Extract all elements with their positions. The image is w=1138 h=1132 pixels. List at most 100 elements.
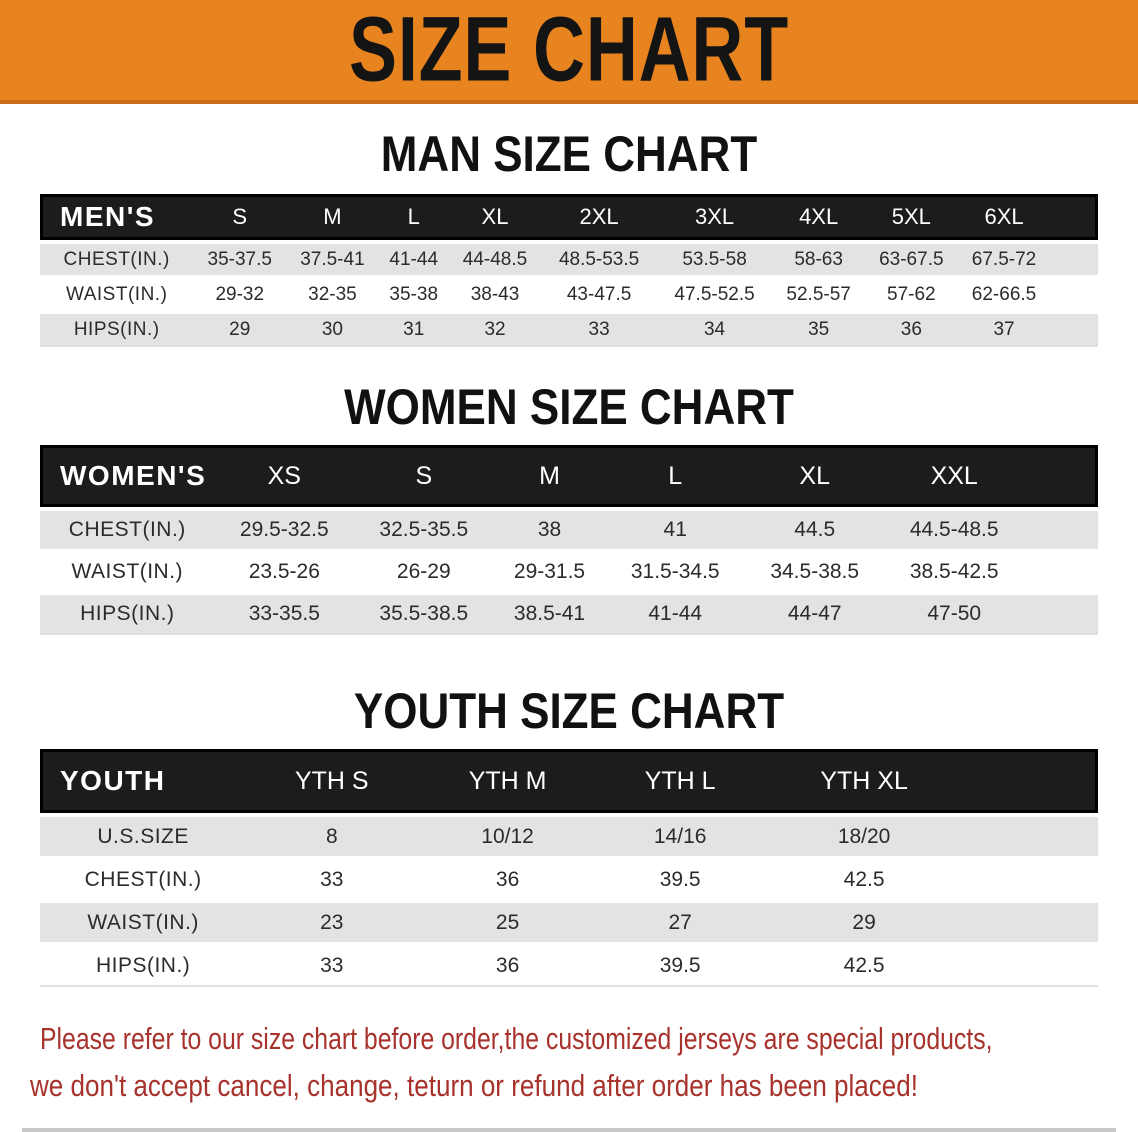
disclaimer-line-2: we don't accept cancel, change, teturn o… [30, 1068, 919, 1103]
size-value: 44.5 [744, 511, 885, 549]
size-value: 29-31.5 [493, 553, 606, 591]
column-header: XL [744, 445, 885, 507]
row-label: HIPS(IN.) [40, 946, 247, 985]
column-header: XXL [884, 445, 1024, 507]
size-value: 33 [246, 946, 418, 985]
size-value: 42.5 [762, 860, 966, 899]
women-size-table: WOMEN'S XS S M L XL XXL CHEST(IN.) 29.5-32.5 32.… [40, 441, 1098, 637]
row-spacer [1023, 595, 1098, 633]
size-value: 35-37.5 [193, 244, 287, 275]
size-value: 37.5-41 [286, 244, 379, 275]
size-value: 39.5 [597, 860, 763, 899]
size-value: 25 [417, 903, 598, 942]
table-corner-label: MEN'S [40, 194, 194, 240]
size-value: 10/12 [417, 817, 598, 856]
column-header: L [605, 445, 745, 507]
column-header: L [378, 194, 449, 240]
youth-size-table: YOUTH YTH S YTH M YTH L YTH XL U.S.SIZE 8 10/1… [40, 745, 1098, 989]
page-title: SIZE CHART [349, 0, 789, 102]
column-header: YTH S [246, 749, 418, 813]
table-row: U.S.SIZE 8 10/12 14/16 18/20 [40, 817, 1098, 856]
header-spacer [1023, 445, 1098, 507]
table-header-row: WOMEN'S XS S M L XL XXL [40, 445, 1098, 507]
row-label: CHEST(IN.) [40, 511, 215, 549]
size-value: 35 [772, 314, 865, 345]
size-value: 44-48.5 [448, 244, 542, 275]
row-label: WAIST(IN.) [40, 553, 215, 591]
women-size-section: WOMEN SIZE CHART WOMEN'S XS S M L XL XXL CHEST… [0, 379, 1138, 637]
column-header: YTH L [597, 749, 763, 813]
size-value: 31.5-34.5 [605, 553, 745, 591]
youth-size-section: YOUTH SIZE CHART YOUTH YTH S YTH M YTH L YTH… [0, 683, 1138, 989]
column-header: YTH XL [762, 749, 966, 813]
column-header: 5XL [864, 194, 958, 240]
row-spacer [965, 946, 1098, 985]
table-row: HIPS(IN.) 33 36 39.5 42.5 [40, 946, 1098, 985]
size-value: 34.5-38.5 [744, 553, 885, 591]
size-value: 41-44 [378, 244, 449, 275]
column-header: XS [214, 445, 355, 507]
column-header: 4XL [772, 194, 865, 240]
table-corner-label: YOUTH [40, 749, 247, 813]
size-value: 39.5 [597, 946, 763, 985]
table-row: CHEST(IN.) 29.5-32.5 32.5-35.5 38 41 44.5 44.5… [40, 511, 1098, 549]
table-row: WAIST(IN.) 29-32 32-35 35-38 38-43 43-47.5 47.… [40, 279, 1098, 310]
column-header: YTH M [417, 749, 598, 813]
size-value: 26-29 [354, 553, 494, 591]
disclaimer-line-1: Please refer to our size chart before or… [40, 1021, 993, 1056]
row-spacer [1023, 553, 1098, 591]
size-value: 33 [541, 314, 657, 345]
size-value: 36 [864, 314, 958, 345]
size-value: 58-63 [772, 244, 865, 275]
row-label: CHEST(IN.) [40, 244, 194, 275]
column-header: XL [448, 194, 542, 240]
column-header: S [354, 445, 494, 507]
size-value: 38.5-42.5 [884, 553, 1024, 591]
table-header-row: YOUTH YTH S YTH M YTH L YTH XL [40, 749, 1098, 813]
size-value: 29-32 [193, 279, 287, 310]
size-value: 23.5-26 [214, 553, 355, 591]
table-row: CHEST(IN.) 35-37.5 37.5-41 41-44 44-48.5 48.5… [40, 244, 1098, 275]
size-value: 14/16 [597, 817, 763, 856]
size-value: 31 [378, 314, 449, 345]
column-header: 6XL [957, 194, 1051, 240]
row-label: WAIST(IN.) [40, 279, 194, 310]
row-label: U.S.SIZE [40, 817, 247, 856]
youth-section-title: YOUTH SIZE CHART [353, 683, 785, 739]
size-value: 29.5-32.5 [214, 511, 355, 549]
size-value: 32.5-35.5 [354, 511, 494, 549]
size-value: 32 [448, 314, 542, 345]
size-value: 37 [957, 314, 1051, 345]
column-header: M [286, 194, 379, 240]
size-value: 47-50 [884, 595, 1024, 633]
size-value: 63-67.5 [864, 244, 958, 275]
row-label: HIPS(IN.) [40, 595, 215, 633]
size-value: 67.5-72 [957, 244, 1051, 275]
row-spacer [1050, 244, 1098, 275]
row-spacer [1050, 279, 1098, 310]
row-spacer [965, 817, 1098, 856]
row-spacer [1050, 314, 1098, 345]
size-value: 38.5-41 [493, 595, 606, 633]
column-header: 3XL [656, 194, 773, 240]
row-spacer [965, 903, 1098, 942]
size-value: 36 [417, 946, 598, 985]
size-value: 30 [286, 314, 379, 345]
size-value: 32-35 [286, 279, 379, 310]
row-spacer [965, 860, 1098, 899]
size-value: 34 [656, 314, 773, 345]
size-value: 18/20 [762, 817, 966, 856]
size-value: 42.5 [762, 946, 966, 985]
size-value: 47.5-52.5 [656, 279, 773, 310]
table-row: WAIST(IN.) 23 25 27 29 [40, 903, 1098, 942]
size-value: 53.5-58 [656, 244, 773, 275]
size-value: 36 [417, 860, 598, 899]
header-spacer [965, 749, 1098, 813]
size-value: 62-66.5 [957, 279, 1051, 310]
bottom-edge-shadow [22, 1128, 1116, 1132]
men-size-table: MEN'S S M L XL 2XL 3XL 4XL 5XL 6XL CHEST(IN.) 35-3… [40, 190, 1098, 349]
size-value: 29 [193, 314, 287, 345]
column-header: M [493, 445, 606, 507]
size-value: 41 [605, 511, 745, 549]
banner: SIZE CHART [0, 0, 1138, 104]
